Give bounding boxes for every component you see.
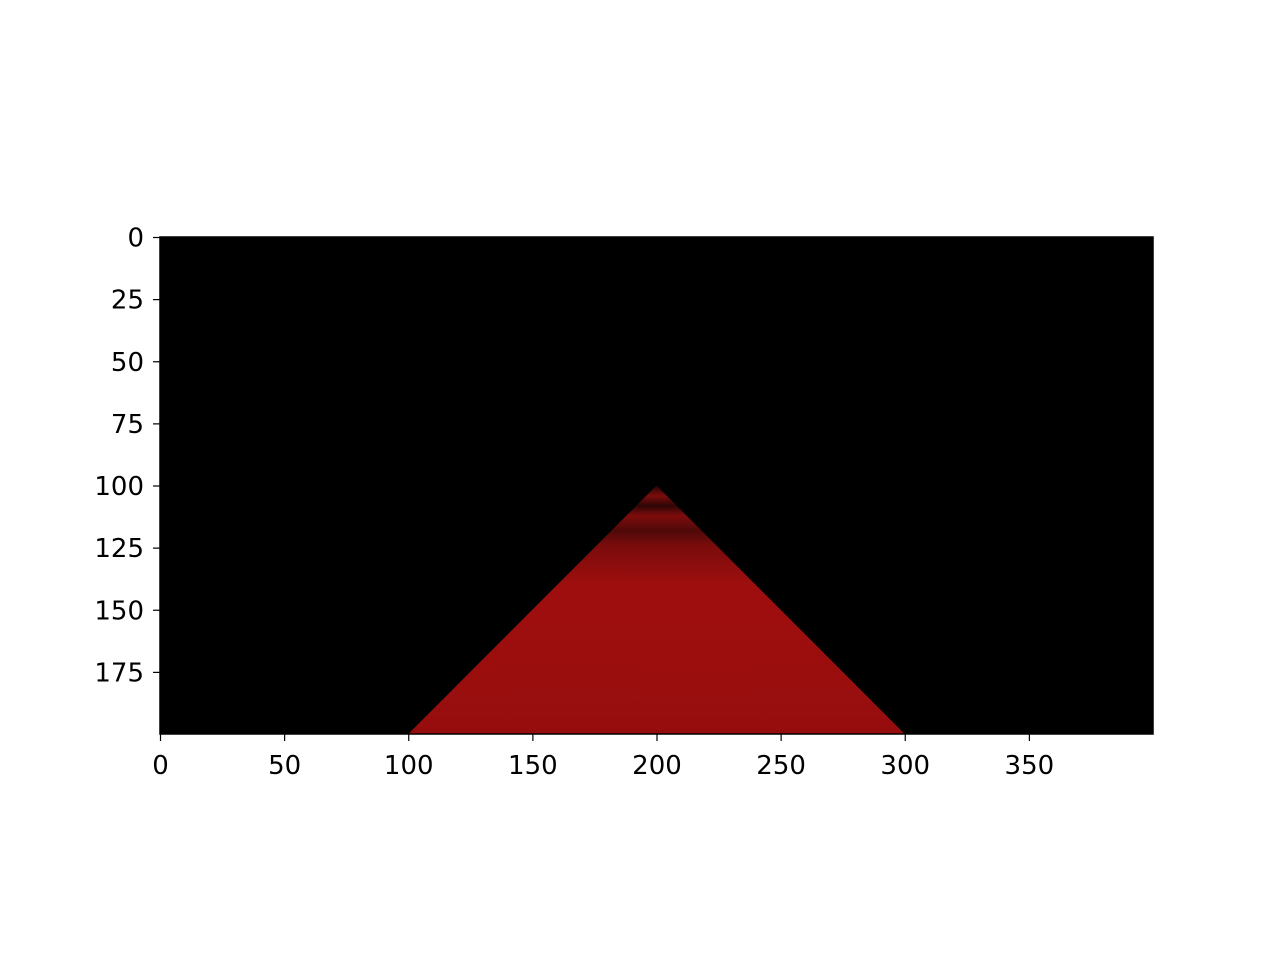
y-tick-label: 125 <box>94 534 144 564</box>
x-tick-label: 150 <box>508 751 558 781</box>
y-tick-label: 75 <box>111 410 144 440</box>
y-tick-label: 150 <box>94 596 144 626</box>
x-tick-label: 50 <box>268 751 301 781</box>
plot-area <box>159 236 1154 735</box>
y-tick-label: 0 <box>127 224 144 254</box>
y-tick-label: 100 <box>94 472 144 502</box>
y-tick-label: 175 <box>94 658 144 688</box>
x-axis: 0 50 100 150 200 250 300 350 <box>152 734 1054 781</box>
red-triangle-region <box>408 485 905 734</box>
y-axis: 0 25 50 75 100 125 150 175 <box>94 224 160 688</box>
y-tick-label: 50 <box>111 348 144 378</box>
y-tick-label: 25 <box>111 286 144 316</box>
x-tick-label: 200 <box>632 751 682 781</box>
x-tick-label: 350 <box>1005 751 1055 781</box>
x-tick-label: 0 <box>152 751 169 781</box>
x-tick-label: 250 <box>756 751 806 781</box>
x-tick-label: 300 <box>880 751 930 781</box>
x-tick-label: 100 <box>384 751 434 781</box>
